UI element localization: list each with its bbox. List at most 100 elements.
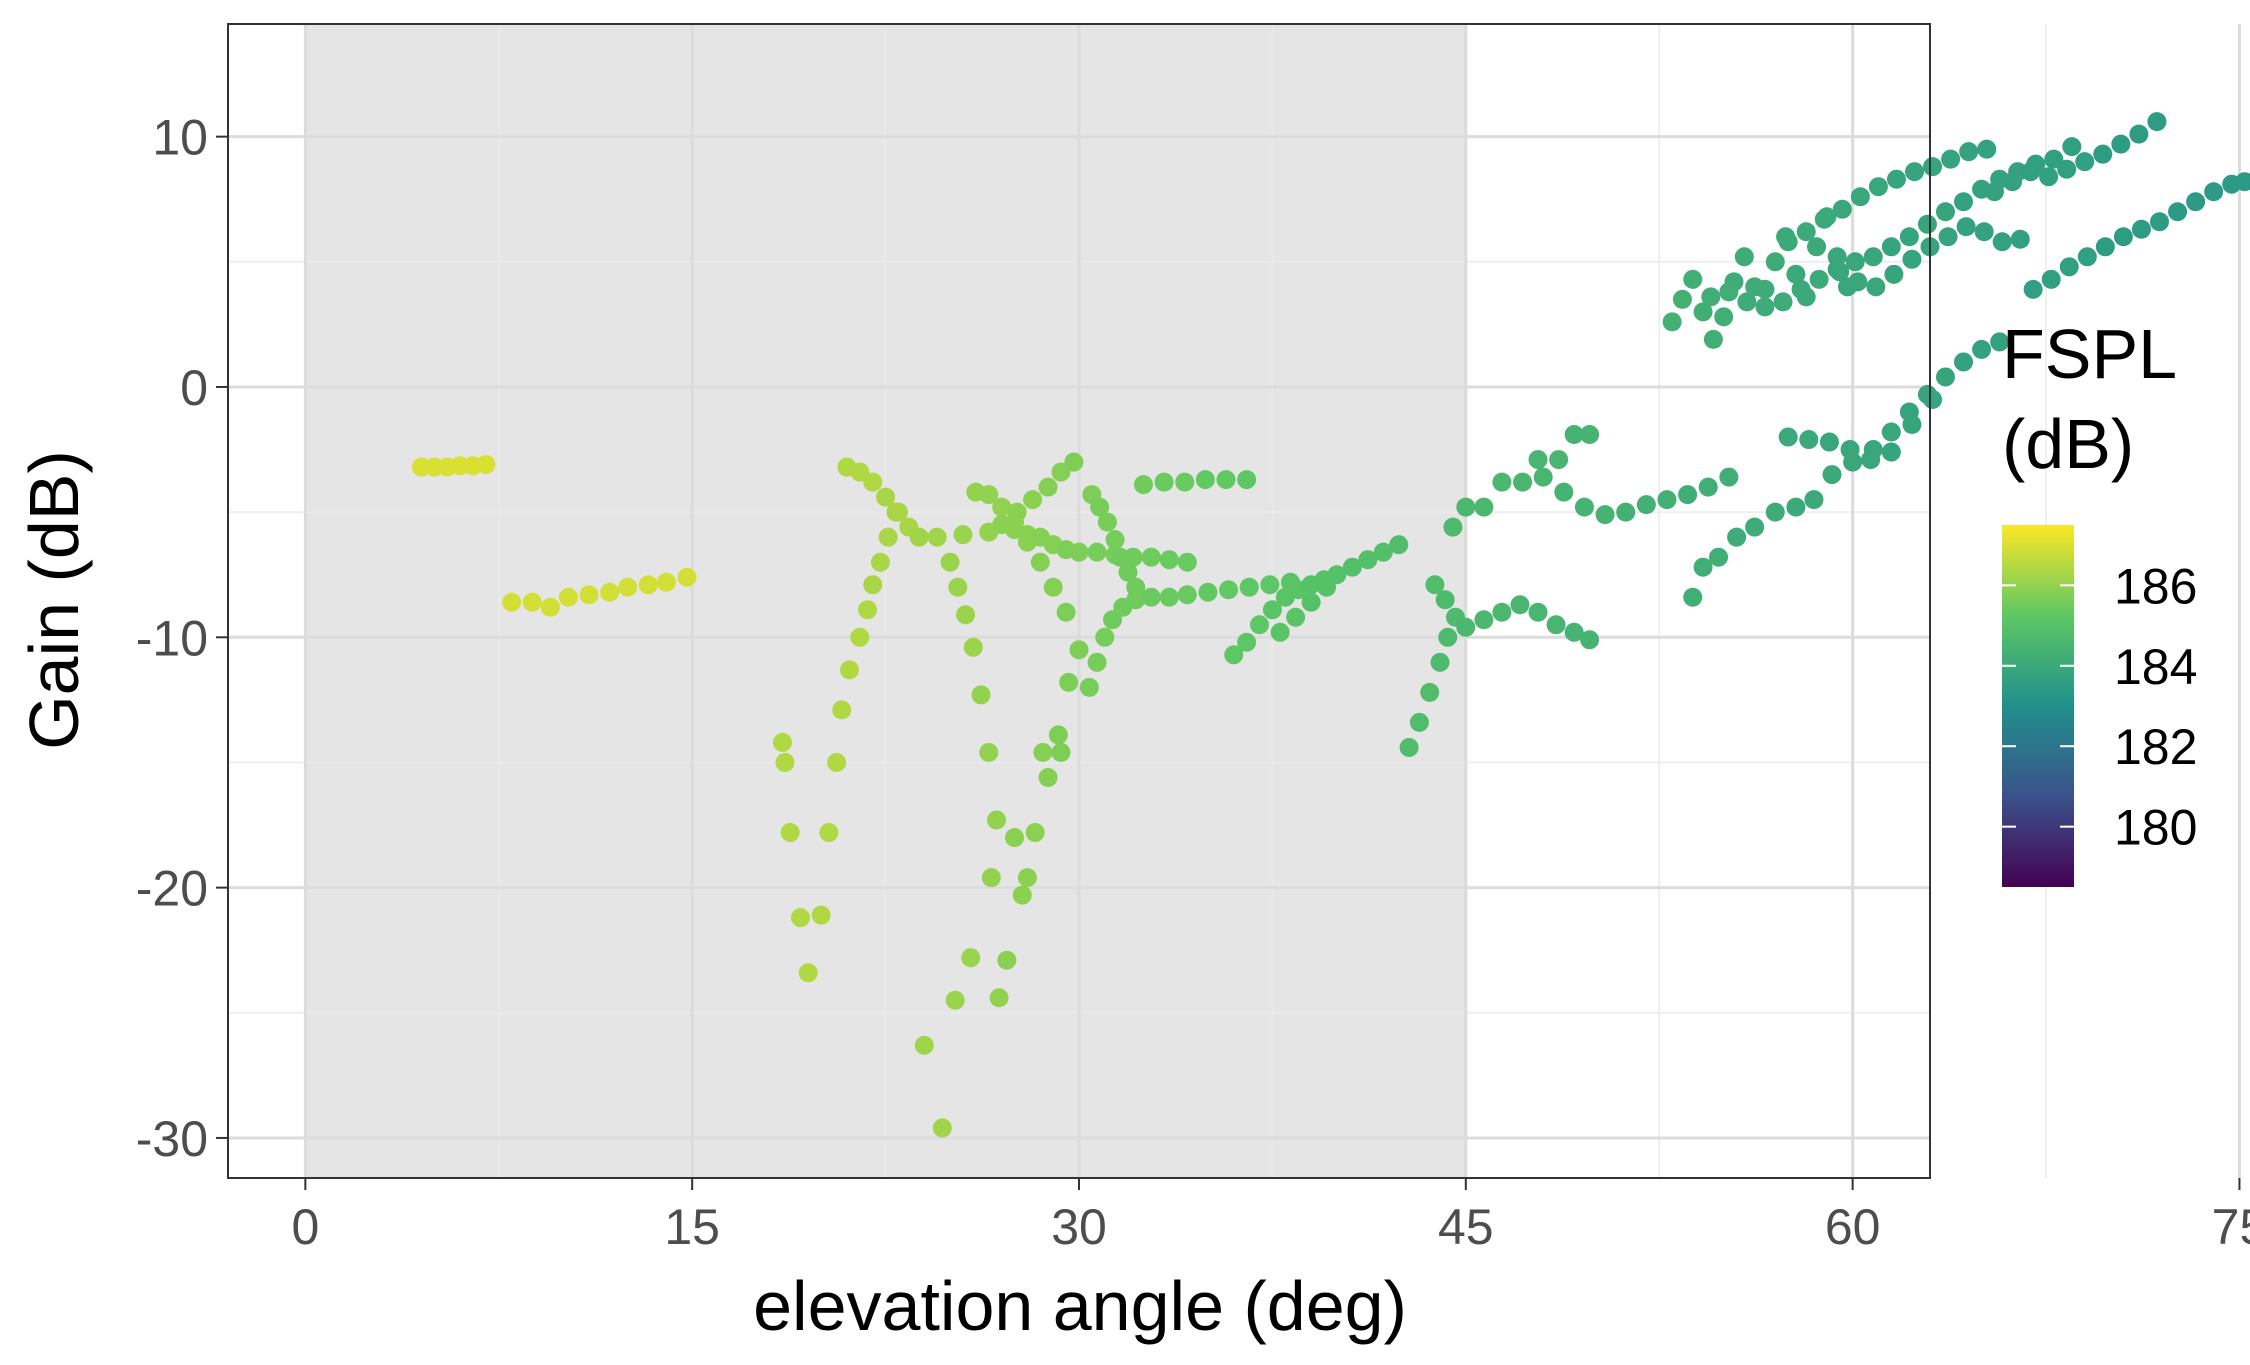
- data-point: [1533, 467, 1553, 487]
- data-point: [909, 527, 929, 547]
- data-point: [1219, 580, 1239, 600]
- data-point: [1358, 550, 1378, 570]
- data-point: [1701, 287, 1721, 307]
- data-point: [2062, 137, 2082, 157]
- data-point: [1868, 177, 1888, 197]
- data-point: [1974, 222, 1994, 242]
- data-point: [1038, 477, 1058, 497]
- data-point: [1902, 415, 1922, 435]
- data-point: [1863, 247, 1883, 267]
- data-point: [2021, 162, 2041, 182]
- data-point: [476, 455, 496, 475]
- data-point: [1513, 472, 1533, 492]
- data-point: [1564, 622, 1584, 642]
- data-point: [1881, 422, 1901, 442]
- data-point: [1923, 157, 1943, 177]
- data-point: [1698, 477, 1718, 497]
- y-tick-label: -30: [136, 1111, 208, 1167]
- data-point: [1866, 277, 1886, 297]
- data-point: [1069, 640, 1089, 660]
- data-point: [1317, 577, 1337, 597]
- data-point: [1773, 292, 1793, 312]
- data-point: [1549, 450, 1569, 470]
- data-point: [1941, 149, 1961, 169]
- data-point: [1799, 430, 1819, 450]
- data-point: [1765, 252, 1785, 272]
- data-point: [986, 810, 1006, 830]
- data-point: [1025, 823, 1045, 843]
- data-point: [1972, 339, 1992, 359]
- data-point: [1935, 202, 1955, 222]
- data-point: [953, 525, 973, 545]
- data-point: [1528, 602, 1548, 622]
- data-point: [1595, 505, 1615, 525]
- data-point: [1239, 577, 1259, 597]
- data-point: [1809, 269, 1829, 289]
- data-point: [940, 552, 960, 572]
- data-point: [2113, 227, 2133, 247]
- data-point: [1848, 272, 1868, 292]
- data-point: [522, 592, 542, 612]
- data-point: [1861, 450, 1881, 470]
- data-point: [1087, 542, 1107, 562]
- data-point: [870, 552, 890, 572]
- data-point: [1755, 279, 1775, 299]
- data-point: [888, 502, 908, 522]
- data-point: [2111, 134, 2131, 154]
- y-tick-label: -10: [136, 610, 208, 666]
- data-point: [1954, 352, 1974, 372]
- data-point: [1420, 682, 1440, 702]
- data-point: [2075, 152, 2095, 172]
- data-point: [1580, 425, 1600, 445]
- data-point: [772, 732, 792, 752]
- data-point: [2041, 269, 2061, 289]
- data-point: [945, 990, 965, 1010]
- data-point: [1043, 577, 1063, 597]
- data-point: [1017, 868, 1037, 888]
- data-point: [992, 515, 1012, 535]
- data-point: [1693, 302, 1713, 322]
- data-point: [927, 527, 947, 547]
- data-point: [2044, 149, 2064, 169]
- data-point: [981, 868, 1001, 888]
- data-point: [2204, 182, 2224, 202]
- data-point: [1087, 652, 1107, 672]
- data-point: [1899, 227, 1919, 247]
- data-point: [1079, 677, 1099, 697]
- data-point: [1474, 497, 1494, 517]
- data-point: [827, 752, 847, 772]
- data-point: [1693, 557, 1713, 577]
- data-point: [2131, 219, 2151, 239]
- data-point: [2077, 247, 2097, 267]
- x-tick-label: 15: [664, 1199, 720, 1255]
- data-point: [2059, 257, 2079, 277]
- data-point: [1832, 199, 1852, 219]
- data-point: [1917, 214, 1937, 234]
- color-legend: FSPL (dB) 186 184 182 180: [2002, 315, 2197, 887]
- data-point: [1430, 652, 1450, 672]
- data-point: [1786, 497, 1806, 517]
- data-point: [1881, 442, 1901, 462]
- data-point: [1554, 482, 1574, 502]
- legend-break-label: 184: [2114, 639, 2197, 695]
- data-point: [1224, 645, 1244, 665]
- data-point: [1051, 742, 1071, 762]
- data-point: [1456, 617, 1476, 637]
- data-point: [1984, 182, 2004, 202]
- data-point: [618, 577, 638, 597]
- data-point: [1492, 472, 1512, 492]
- data-point: [1286, 607, 1306, 627]
- data-point: [1177, 552, 1197, 572]
- data-point: [1935, 367, 1955, 387]
- data-point: [1564, 425, 1584, 445]
- data-point: [989, 988, 1009, 1008]
- data-point: [1672, 289, 1692, 309]
- data-point: [863, 575, 883, 595]
- data-point: [1714, 307, 1734, 327]
- data-point: [1510, 595, 1530, 615]
- data-point: [1012, 885, 1032, 905]
- data-point: [1177, 585, 1197, 605]
- data-point: [1327, 565, 1347, 585]
- data-point: [1822, 465, 1842, 485]
- data-point: [1474, 610, 1494, 630]
